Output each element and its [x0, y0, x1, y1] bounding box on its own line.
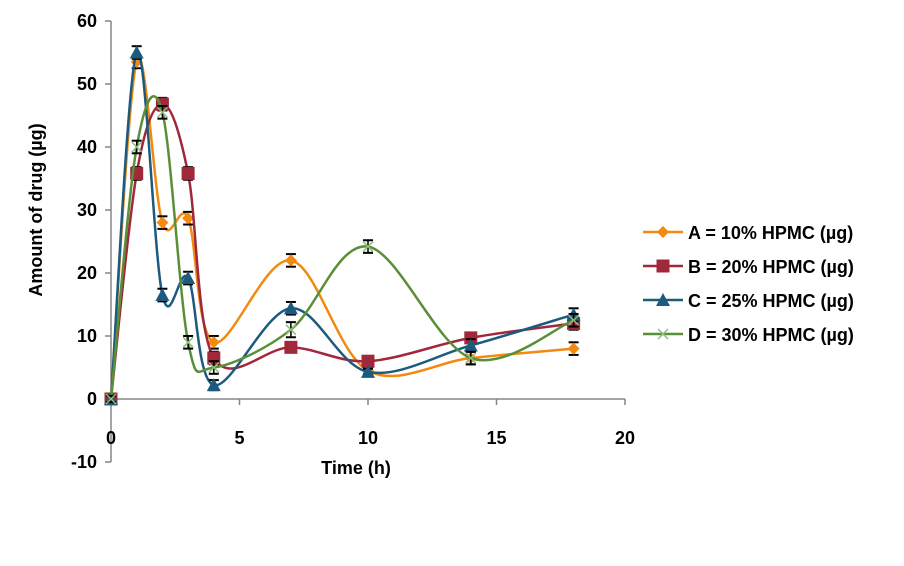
- y-tick-label: -10: [71, 452, 97, 472]
- data-point: [567, 342, 580, 355]
- x-marker-stroke: [208, 361, 220, 374]
- x-marker-stroke: [105, 393, 117, 405]
- x-marker-stroke: [362, 241, 374, 253]
- x-marker-stroke: [156, 106, 168, 118]
- x-tick-label: 20: [615, 428, 635, 448]
- plot-area: [104, 45, 581, 406]
- data-point: [182, 336, 194, 348]
- x-marker-stroke: [465, 352, 477, 364]
- data-point: [284, 340, 298, 354]
- legend: A = 10% HPMC (µg) B = 20% HPMC (µg) C = 25…: [643, 223, 854, 345]
- data-point: [207, 336, 220, 349]
- y-tick-label: 40: [77, 137, 97, 157]
- y-tick-label: 50: [77, 74, 97, 94]
- data-point: [463, 338, 478, 352]
- series-d: [105, 95, 580, 405]
- legend-marker: [657, 328, 669, 340]
- data-point: [283, 301, 298, 315]
- x-marker-stroke: [131, 141, 143, 153]
- y-axis-title: Amount of drug (µg): [26, 123, 46, 296]
- x-tick-label: 5: [234, 428, 244, 448]
- legend-label: D = 30% HPMC (µg): [688, 325, 854, 345]
- data-point: [465, 352, 477, 364]
- series-b: [104, 96, 581, 406]
- legend-item-b: B = 20% HPMC (µg): [643, 257, 854, 277]
- legend-label: C = 25% HPMC (µg): [688, 291, 854, 311]
- data-point: [208, 361, 220, 374]
- data-point: [362, 241, 374, 253]
- data-point: [156, 216, 169, 229]
- legend-label: A = 10% HPMC (µg): [688, 223, 853, 243]
- legend-marker: [656, 293, 670, 306]
- x-axis-title: Time (h): [321, 458, 391, 478]
- data-point: [361, 364, 375, 378]
- data-point: [284, 254, 297, 267]
- data-point: [285, 324, 297, 336]
- x-tick-label: 10: [358, 428, 378, 448]
- series-line: [109, 57, 574, 400]
- series-line: [109, 50, 574, 400]
- data-point: [361, 354, 375, 368]
- x-marker-stroke: [568, 314, 580, 326]
- legend-marker: [656, 259, 670, 273]
- legend-label: B = 20% HPMC (µg): [688, 257, 854, 277]
- legend-item-a: A = 10% HPMC (µg): [643, 223, 853, 243]
- data-point: [181, 271, 196, 285]
- data-point: [105, 393, 117, 405]
- data-point: [156, 106, 168, 118]
- data-point: [129, 45, 144, 59]
- x-marker-stroke: [182, 336, 194, 348]
- y-tick-label: 0: [87, 389, 97, 409]
- legend-item-c: C = 25% HPMC (µg): [643, 291, 854, 311]
- x-marker-stroke: [657, 328, 669, 340]
- x-tick-label: 0: [106, 428, 116, 448]
- y-tick-label: 60: [77, 11, 97, 31]
- y-tick-label: 20: [77, 263, 97, 283]
- data-point: [181, 166, 195, 180]
- data-point: [464, 331, 478, 345]
- data-point: [182, 212, 195, 225]
- legend-marker: [657, 226, 669, 238]
- legend-item-d: D = 30% HPMC (µg): [643, 325, 854, 345]
- data-point: [131, 141, 143, 153]
- x-tick-label: 15: [486, 428, 506, 448]
- data-point: [206, 378, 221, 392]
- x-marker-stroke: [285, 324, 297, 336]
- data-point: [568, 314, 580, 326]
- y-tick-label: 30: [77, 200, 97, 220]
- data-point: [155, 288, 170, 302]
- y-tick-label: 10: [77, 326, 97, 346]
